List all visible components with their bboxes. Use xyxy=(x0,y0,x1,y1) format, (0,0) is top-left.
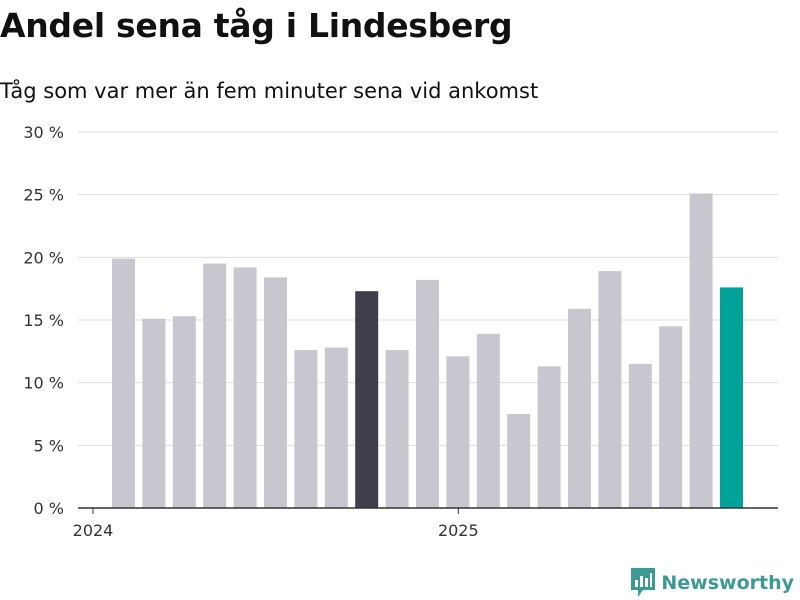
y-tick-label: 15 % xyxy=(23,311,64,330)
bar xyxy=(446,356,470,508)
bar xyxy=(324,347,348,508)
y-tick-label: 30 % xyxy=(23,123,64,142)
y-tick-label: 10 % xyxy=(23,374,64,393)
y-tick-label: 20 % xyxy=(23,248,64,267)
y-axis-ticks: 0 % 5 % 10 % 15 % 20 % 25 % 30 % xyxy=(23,123,64,518)
newsworthy-logo-icon xyxy=(631,568,656,597)
bar xyxy=(598,271,622,508)
y-tick-label: 0 % xyxy=(34,499,64,518)
bar xyxy=(476,333,500,508)
bar xyxy=(507,414,531,508)
bar xyxy=(537,366,561,508)
y-tick-label: 5 % xyxy=(34,436,64,455)
bar xyxy=(142,318,166,508)
x-tick-label: 2024 xyxy=(73,521,114,540)
bar xyxy=(689,193,713,508)
bar xyxy=(294,350,318,508)
chart-subtitle: Tåg som var mer än fem minuter sena vid … xyxy=(0,79,539,103)
y-tick-label: 25 % xyxy=(23,186,64,205)
bar-chart: 0 % 5 % 10 % 15 % 20 % 25 % 30 % 2024 2025 xyxy=(23,123,778,540)
bar xyxy=(628,363,652,508)
bars xyxy=(112,193,743,508)
bar xyxy=(172,316,196,508)
chart-title: Andel sena tåg i Lindesberg xyxy=(0,6,513,45)
bar xyxy=(720,287,743,508)
bar xyxy=(355,291,379,508)
x-tick-label: 2025 xyxy=(438,521,479,540)
bar xyxy=(416,279,439,508)
bar xyxy=(385,350,409,508)
brand: Newsworthy xyxy=(631,568,794,598)
bar xyxy=(659,326,683,508)
bar xyxy=(568,308,591,508)
x-axis: 2024 2025 xyxy=(73,507,778,540)
bar xyxy=(233,267,257,508)
bar xyxy=(264,277,287,508)
brand-name: Newsworthy xyxy=(661,572,794,594)
bar xyxy=(203,263,227,508)
bar xyxy=(112,258,135,508)
